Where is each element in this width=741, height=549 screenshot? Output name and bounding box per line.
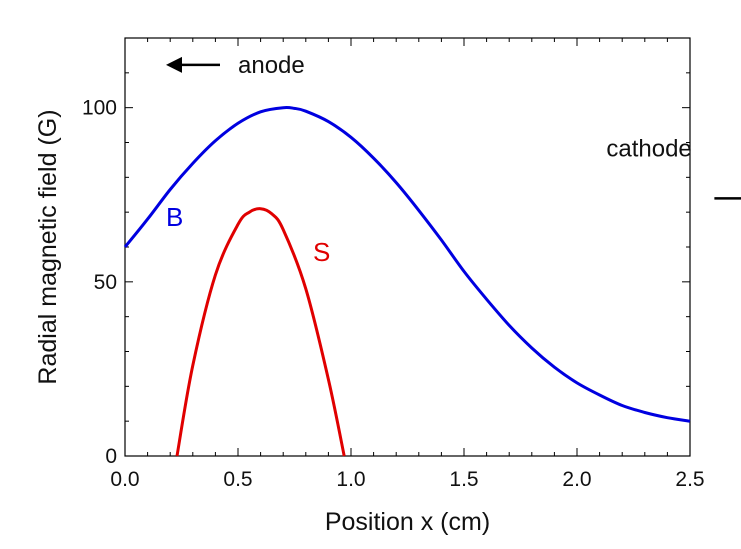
series-line-S [175, 207, 346, 457]
x-tick-label: 0.0 [110, 468, 139, 491]
plot-frame [124, 37, 691, 457]
annotations: anode cathode [166, 52, 741, 200]
y-tick-label: 0 [105, 445, 117, 468]
series-label-B: B [166, 202, 183, 232]
x-tick-label: 2.5 [675, 468, 704, 491]
series-line-B [123, 105, 691, 423]
axes-frame [124, 37, 691, 457]
annotation-cathode: cathode [606, 135, 691, 162]
y-tick-label: 50 [94, 271, 117, 294]
series: BS [123, 105, 691, 457]
y-tick-label: 100 [82, 97, 117, 120]
x-tick-label: 2.0 [562, 468, 591, 491]
tick-labels: 0.0 0.5 1.0 1.5 2.0 2.5 0 50 100 [82, 97, 705, 491]
x-tick-label: 1.5 [449, 468, 478, 491]
x-axis-label: Position x (cm) [325, 508, 490, 536]
arrow-left-icon [166, 56, 182, 73]
x-tick-label: 1.0 [336, 468, 365, 491]
ticks [124, 37, 691, 457]
x-tick-label: 0.5 [223, 468, 252, 491]
series-label-S: S [313, 237, 330, 267]
y-axis-label: Radial magnetic field (G) [34, 109, 62, 384]
annotation-anode: anode [238, 52, 305, 79]
